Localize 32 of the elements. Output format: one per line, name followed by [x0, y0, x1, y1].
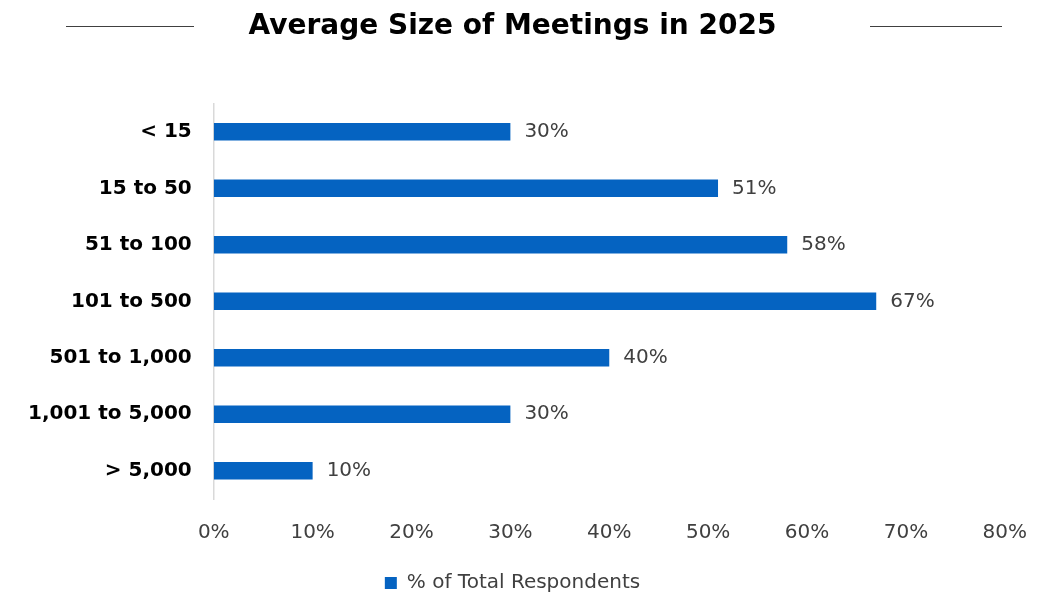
- x-tick-label: 20%: [389, 519, 434, 544]
- data-label: 40%: [623, 343, 668, 368]
- y-tick-label: 15 to 50: [98, 174, 192, 199]
- legend-label: % of Total Respondents: [406, 569, 641, 594]
- data-label: 67%: [890, 287, 935, 312]
- x-tick-label: 40%: [587, 519, 632, 544]
- bar: [213, 123, 511, 141]
- y-tick-label: < 15: [140, 118, 192, 143]
- y-tick-label: > 5,000: [104, 456, 192, 481]
- chart-title: Average Size of Meetings in 2025: [248, 8, 777, 42]
- data-label: 58%: [801, 231, 846, 256]
- bar: [213, 292, 877, 311]
- bar: [213, 462, 313, 480]
- x-tick-label: 50%: [685, 519, 731, 544]
- y-tick-label: 101 to 500: [71, 287, 192, 312]
- x-tick-label: 0%: [197, 519, 230, 544]
- data-label: 51%: [732, 174, 777, 199]
- bar: [213, 405, 511, 424]
- data-label: 30%: [524, 400, 569, 425]
- bar: [213, 236, 788, 254]
- data-label: 10%: [326, 456, 372, 481]
- x-tick-label: 80%: [982, 519, 1027, 544]
- bar: [213, 349, 610, 367]
- bar: [213, 179, 719, 198]
- x-tick-label: 30%: [488, 519, 533, 544]
- y-tick-label: 51 to 100: [84, 231, 192, 256]
- y-tick-label: 501 to 1,000: [49, 343, 192, 368]
- y-tick-label: 1,001 to 5,000: [28, 400, 192, 425]
- x-tick-label: 70%: [883, 519, 929, 544]
- data-label: 30%: [524, 118, 569, 143]
- x-tick-label: 10%: [290, 519, 335, 544]
- x-tick-label: 60%: [784, 519, 830, 544]
